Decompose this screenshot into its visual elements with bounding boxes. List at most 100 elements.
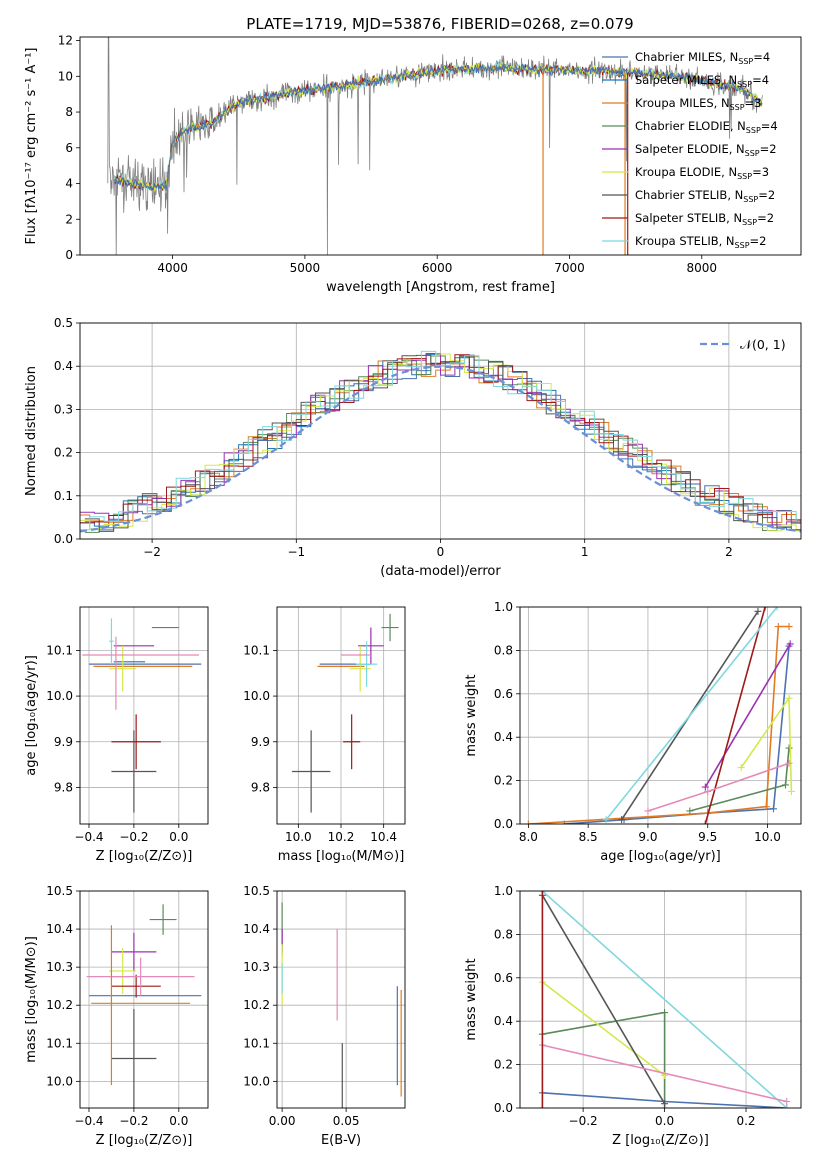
y-tick-label: 10.0	[243, 1074, 270, 1088]
histogram-series	[80, 350, 801, 531]
weight-marker	[769, 805, 777, 813]
x-axis-label: Z [log₁₀(Z/Z⊙)]	[96, 1133, 193, 1148]
y-tick-label: 10.4	[46, 922, 73, 936]
y-tick-label: 0.2	[54, 446, 73, 460]
y-axis-label: mass [log₁₀(M/M⊙)]	[24, 936, 39, 1063]
y-tick-label: 1.0	[494, 600, 513, 614]
weight-marker	[754, 607, 762, 615]
legend-entry: 𝒩(0, 1)	[740, 337, 786, 352]
x-axis-label: Z [log₁₀(Z/Z⊙)]	[96, 849, 193, 864]
x-axis-label: mass [log₁₀(M/M⊙)]	[278, 849, 405, 864]
y-axis-label: Normed distribution	[24, 366, 39, 496]
y-tick-label: 0.4	[494, 1014, 513, 1028]
x-axis-label: Z [log₁₀(Z/Z⊙)]	[612, 1133, 709, 1148]
y-tick-label: 10.1	[46, 1036, 73, 1050]
x-tick-label: 8.0	[519, 830, 538, 844]
plot-area	[107, 37, 763, 255]
weight-marker	[737, 764, 745, 772]
y-tick-label: 9.8	[251, 780, 270, 794]
y-tick-label: 0.2	[494, 1058, 513, 1072]
errorbar-point	[381, 613, 399, 642]
x-tick-label: 9.0	[638, 830, 657, 844]
axes-frame	[79, 606, 209, 825]
errorbar-point	[358, 627, 384, 665]
x-tick-label: −2	[143, 545, 161, 559]
errorbar-point	[291, 730, 331, 813]
weight-marker	[524, 820, 532, 824]
weight-marker	[538, 891, 546, 895]
x-axis-label: (data-model)/error	[380, 564, 501, 579]
errorbar-point	[109, 618, 114, 665]
y-tick-label: 10.3	[46, 960, 73, 974]
weight-marker	[661, 1009, 669, 1017]
y-tick-label: 10.2	[46, 998, 73, 1012]
y-tick-label: 8	[65, 105, 73, 119]
x-tick-label: 0.0	[169, 830, 188, 844]
errorbar-point	[111, 932, 157, 971]
legend-entry: Salpeter MILES, NSSP=4	[635, 73, 769, 89]
y-tick-label: 9.9	[54, 735, 73, 749]
figure-title: PLATE=1719, MJD=53876, FIBERID=0268, z=0…	[246, 15, 633, 33]
histogram-series	[80, 356, 801, 523]
x-axis-label: wavelength [Angstrom, rest frame]	[326, 280, 555, 295]
y-tick-label: 0.5	[54, 316, 73, 330]
panel-ebv-mass: 0.00 0.05 10.0 10.1 10.2 10.3 10.4 10.5 E(B-V)	[243, 884, 406, 1148]
y-tick-label: 4	[65, 177, 73, 191]
x-tick-label: 10.2	[328, 830, 355, 844]
weight-series-line	[704, 607, 766, 824]
y-axis-label: mass weight	[464, 674, 479, 756]
panel-z-mass: −0.4 −0.2 0.0 10.0 10.1 10.2 10.3 10.4 10.5 Z [lo…	[24, 884, 209, 1148]
axes-frame	[276, 606, 406, 825]
x-tick-label: 9.5	[698, 830, 717, 844]
errorbar-point	[111, 1009, 157, 1108]
errorbar-point	[109, 645, 137, 692]
y-tick-label: 10	[58, 69, 73, 83]
weight-marker	[661, 1100, 669, 1108]
panel-age-weight: 8.0 8.5 9.0 9.5 10.0 0.0 0.2 0.4 0.6 0.8 1.0 age [l…	[464, 600, 802, 864]
x-tick-label: 7000	[554, 261, 585, 275]
errorbar-point	[349, 645, 371, 692]
plot-area	[524, 607, 795, 824]
panel-z-weight: −0.2 0.0 0.2 0.0 0.2 0.4 0.6 0.8 1.0 Z [log₁₀(Z/Z…	[464, 884, 802, 1148]
y-tick-label: 9.8	[54, 780, 73, 794]
weight-marker	[762, 803, 770, 811]
x-tick-label: −0.2	[119, 1114, 148, 1128]
x-tick-label: 10.4	[370, 830, 397, 844]
x-tick-label: 5000	[290, 261, 321, 275]
weight-series-line	[704, 643, 791, 788]
y-axis-label: Flux [fλ10⁻¹⁷ erg cm⁻² s⁻¹ A⁻¹]	[24, 48, 39, 245]
axes-frame	[79, 322, 802, 540]
y-axis-label: age [log₁₀(age/yr)]	[24, 655, 39, 776]
weight-marker	[538, 1104, 546, 1108]
x-tick-label: 0.2	[736, 1114, 755, 1128]
histogram-series	[80, 353, 801, 531]
y-axis-label: mass weight	[464, 958, 479, 1040]
errorbar-point	[343, 714, 361, 770]
errorbar-point	[111, 974, 161, 998]
histogram-series	[84, 355, 801, 533]
histogram-series	[80, 353, 801, 532]
weight-marker	[644, 807, 652, 815]
x-tick-label: 0	[437, 545, 445, 559]
plot-area	[86, 904, 202, 1108]
x-axis-label: age [log₁₀(age/yr)]	[600, 849, 721, 864]
weight-marker	[785, 759, 793, 767]
y-tick-label: 10.5	[243, 884, 270, 898]
weight-marker	[786, 640, 794, 648]
y-tick-label: 10.1	[46, 643, 73, 657]
legend-entry: Chabrier ELODIE, NSSP=4	[635, 119, 778, 135]
errorbar-point	[109, 948, 137, 994]
x-axis-label: E(B-V)	[321, 1133, 361, 1148]
legend: Chabrier MILES, NSSP=4 Salpeter MILES, NS…	[602, 50, 778, 250]
y-tick-label: 0.6	[494, 971, 513, 985]
x-tick-label: 4000	[157, 261, 188, 275]
y-tick-label: 10.0	[243, 689, 270, 703]
plot-area	[281, 902, 402, 1108]
y-tick-label: 2	[65, 212, 73, 226]
plot-area	[291, 613, 399, 813]
weight-marker	[701, 783, 709, 791]
weight-series-line	[541, 894, 666, 1105]
x-tick-label: 2	[725, 545, 733, 559]
weight-marker	[602, 816, 610, 824]
y-tick-label: 1.0	[494, 884, 513, 898]
